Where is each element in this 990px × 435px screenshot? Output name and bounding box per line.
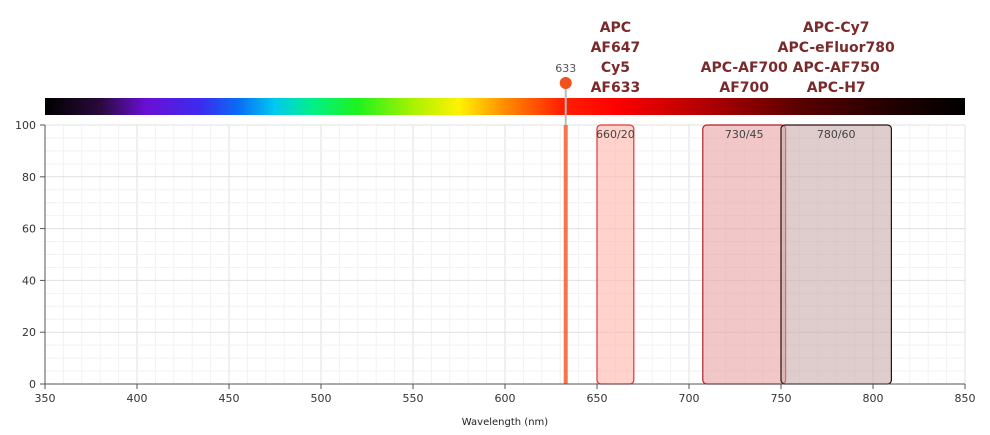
fluorochrome-label: AF647: [591, 40, 641, 56]
x-tick-label: 750: [771, 392, 792, 405]
filter-label: 730/45: [725, 128, 764, 141]
filter-band[interactable]: [780, 124, 893, 385]
x-tick-label: 350: [35, 392, 56, 405]
x-tick-label: 850: [955, 392, 976, 405]
fluorochrome-label: APC-AF750: [793, 60, 880, 76]
filter-label: 780/60: [817, 128, 856, 141]
y-tick-label: 40: [22, 274, 36, 287]
filter-bands: 660/20 730/45 780/60: [596, 124, 893, 385]
fluorochrome-label: APC-AF700: [701, 60, 788, 76]
x-tick-label: 600: [495, 392, 516, 405]
x-tick-label: 400: [127, 392, 148, 405]
y-tick-label: 60: [22, 223, 36, 236]
fluorochrome-label: AF700: [719, 80, 769, 96]
x-tick-label: 450: [219, 392, 240, 405]
y-tick-label: 20: [22, 326, 36, 339]
spectrum-bar: [45, 98, 965, 115]
y-tick-label: 100: [15, 119, 36, 132]
y-tick-label: 0: [29, 378, 36, 391]
x-tick-label: 550: [403, 392, 424, 405]
x-tick-label: 800: [863, 392, 884, 405]
fluorochrome-labels: APC AF647 Cy5 AF633 APC-AF700 AF700 APC-Cy7 APC…: [591, 20, 895, 96]
filter-band[interactable]: [702, 124, 787, 385]
y-tick-label: 80: [22, 171, 36, 184]
x-tick-label: 700: [679, 392, 700, 405]
filter-label: 660/20: [596, 128, 635, 141]
x-tick-label: 500: [311, 392, 332, 405]
fluorochrome-label: AF633: [591, 80, 641, 96]
fluorochrome-label: APC: [600, 20, 631, 36]
x-tick-label: 650: [587, 392, 608, 405]
laser-line: [563, 125, 568, 384]
fluorochrome-label: Cy5: [601, 60, 630, 76]
x-axis-title: Wavelength (nm): [462, 417, 548, 428]
laser-dot[interactable]: [559, 77, 572, 89]
filter-band[interactable]: [596, 124, 635, 385]
fluorochrome-label: APC-eFluor780: [778, 40, 895, 56]
laser-wavelength-label: 633: [555, 62, 576, 75]
axes: 350 400 450 500 550 600 650 700 750 800 850 0 20 40 60…: [15, 119, 976, 405]
fluorochrome-label: APC-Cy7: [803, 20, 870, 36]
laser-marker: 633: [555, 62, 576, 384]
fluorochrome-label: APC-H7: [807, 80, 866, 96]
